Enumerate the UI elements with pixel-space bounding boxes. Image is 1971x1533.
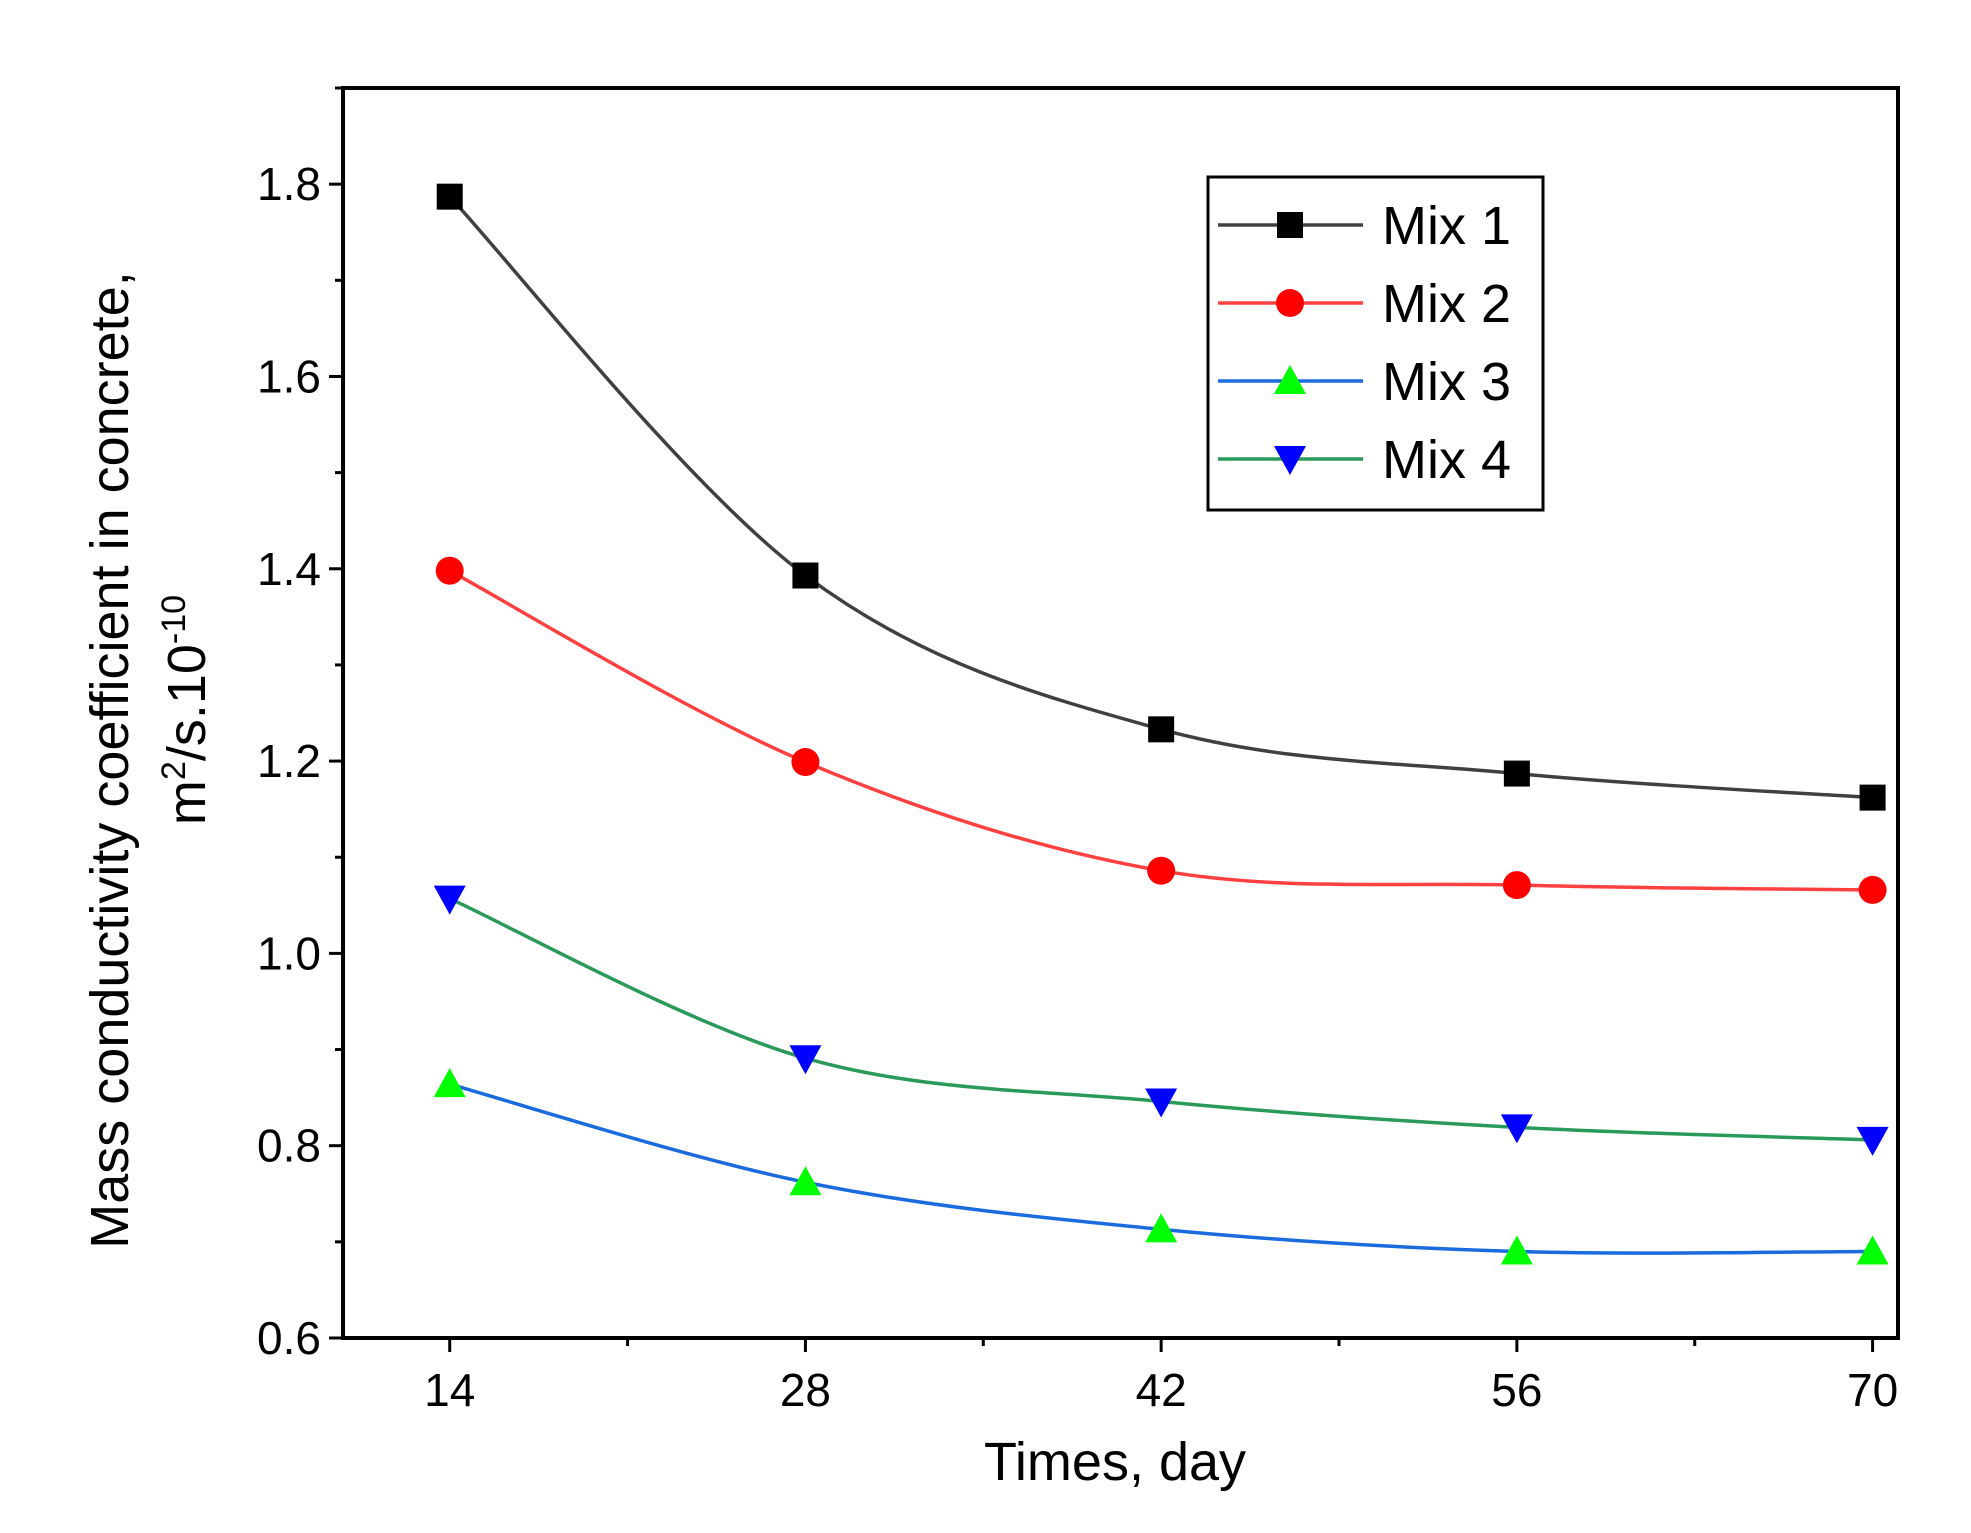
y-axis-unit-mid: /s.10: [157, 644, 217, 761]
legend-marker: [1277, 212, 1303, 238]
legend-label: Mix 1: [1382, 196, 1511, 256]
y-axis-unit-sup: 2: [155, 761, 193, 780]
series-layer: [433, 183, 1889, 1265]
axes-layer: 0.6 0.8 1.0 1.2 1.4 1.6 1.8 14 28 42 56 70: [257, 86, 1900, 1416]
data-point: [789, 1166, 822, 1196]
x-tick-label: 28: [780, 1364, 831, 1416]
y-tick-label: 1.8: [257, 158, 321, 210]
data-point: [436, 183, 463, 210]
legend-label: Mix 4: [1382, 430, 1511, 490]
data-point: [1856, 1126, 1889, 1156]
x-tick-label: 42: [1136, 1364, 1187, 1416]
y-axis-title-line2: m2/s.10-10: [155, 595, 217, 825]
x-tick-label: 70: [1847, 1364, 1898, 1416]
data-point: [789, 1045, 822, 1075]
data-point: [791, 748, 820, 777]
data-point: [1856, 1235, 1889, 1265]
y-tick-label: 1.6: [257, 350, 321, 402]
legend-marker: [1274, 365, 1306, 394]
y-tick-label: 1.4: [257, 543, 321, 595]
legend-item: Mix 2: [1218, 274, 1511, 334]
legend-label: Mix 2: [1382, 274, 1511, 334]
x-axis-title: Times, day: [984, 1432, 1246, 1492]
data-point: [1858, 875, 1887, 904]
data-point: [1502, 871, 1531, 900]
series-line: [448, 195, 1873, 800]
series-3: [433, 1068, 1889, 1265]
data-point: [435, 556, 464, 585]
data-point: [433, 885, 466, 915]
legend-box: [1206, 175, 1545, 512]
y-axis-title-line1: Mass conductivity coefficient in concret…: [80, 271, 140, 1248]
data-point: [1500, 1235, 1533, 1265]
data-point: [433, 1068, 466, 1098]
legend-marker: [1276, 289, 1304, 317]
data-point: [792, 562, 819, 589]
y-tick-label: 1.0: [257, 927, 321, 979]
legend-item: Mix 1: [1218, 196, 1511, 256]
y-axis-title: Mass conductivity coefficient in concret…: [80, 271, 217, 1248]
data-point: [1500, 1114, 1533, 1144]
series-4: [433, 885, 1889, 1156]
y-axis-unit-exp: -10: [155, 595, 193, 644]
legend: Mix 1 Mix 2 Mix 3 Mix 4: [1206, 175, 1545, 512]
data-point: [1148, 716, 1175, 743]
data-point: [1503, 760, 1530, 787]
legend-item: Mix 4: [1218, 430, 1511, 490]
x-tick-label: 56: [1491, 1364, 1542, 1416]
legend-label: Mix 3: [1382, 352, 1511, 412]
data-point: [1145, 1213, 1178, 1243]
plot-frame: [341, 86, 1900, 1340]
y-tick-label: 0.6: [257, 1312, 321, 1364]
legend-marker: [1274, 446, 1306, 475]
data-point: [1145, 1088, 1178, 1118]
y-tick-label: 1.2: [257, 735, 321, 787]
series-2: [435, 556, 1887, 904]
y-axis-unit-base: m: [157, 780, 217, 825]
legend-item: Mix 3: [1218, 352, 1511, 412]
data-point: [1147, 856, 1176, 885]
data-point: [1859, 784, 1886, 811]
series-1: [436, 183, 1886, 811]
x-tick-label: 14: [424, 1364, 475, 1416]
y-tick-label: 0.8: [257, 1120, 321, 1172]
